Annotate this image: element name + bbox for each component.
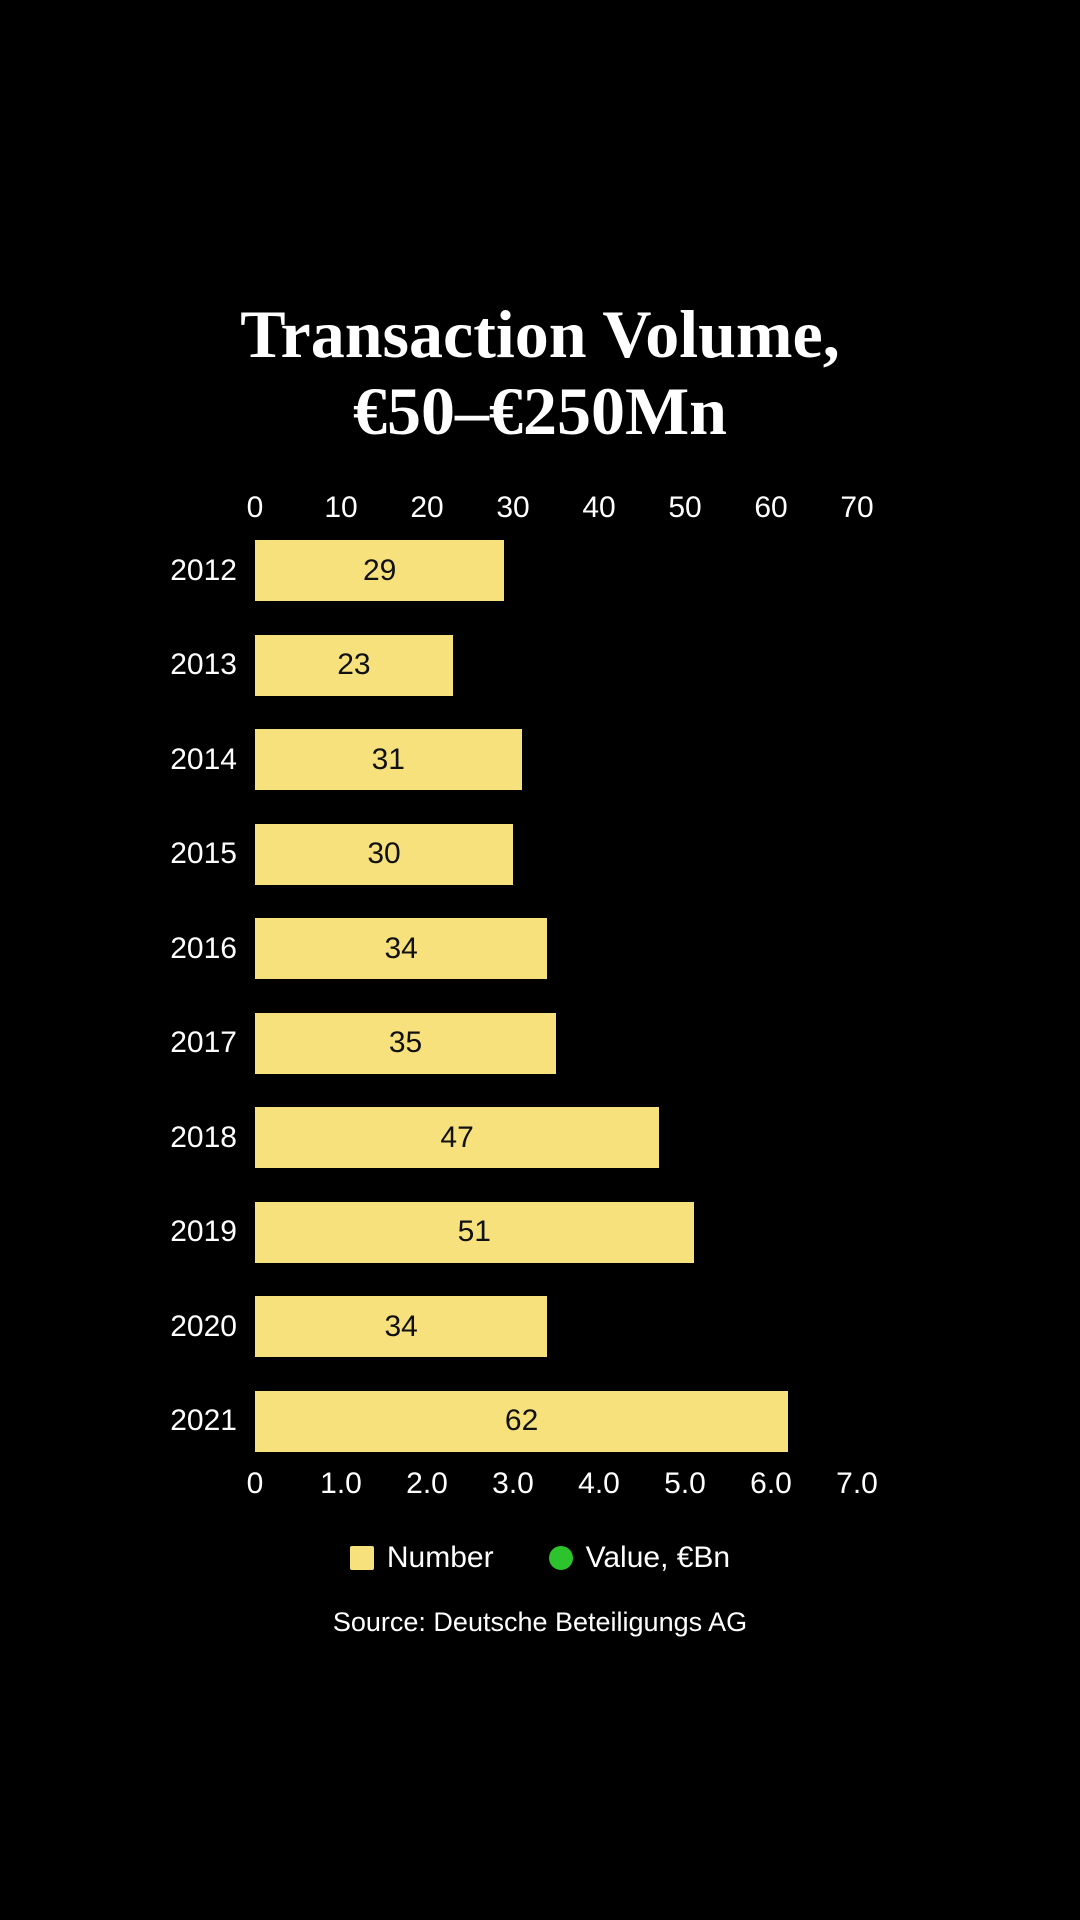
chart-title-line2: €50–€250Mn bbox=[353, 373, 727, 449]
bar-row: 2012 29 bbox=[0, 540, 1080, 601]
circle-icon bbox=[548, 1546, 573, 1570]
bar-value-label: 29 bbox=[363, 553, 397, 587]
bar-row: 2016 34 bbox=[0, 918, 1080, 979]
axis-tick-label: 5.0 bbox=[664, 1467, 706, 1500]
number-bar: 51 bbox=[255, 1201, 694, 1263]
legend-label: Value, €Bn bbox=[585, 1541, 731, 1574]
axis-tick-label: 60 bbox=[754, 491, 788, 524]
legend: Number Value, €Bn bbox=[0, 1540, 1080, 1576]
axis-tick-label: 50 bbox=[668, 491, 702, 524]
source-text: Source: Deutsche Beteiligungs AG bbox=[332, 1607, 748, 1637]
chart-title-line1: Transaction Volume, bbox=[240, 296, 840, 372]
axis-tick-label: 30 bbox=[496, 491, 530, 524]
number-bar: 47 bbox=[255, 1107, 660, 1168]
axis-tick-label: 3.0 bbox=[492, 1467, 534, 1500]
bar-value-label: 23 bbox=[337, 648, 371, 681]
number-bar: 30 bbox=[255, 823, 513, 885]
top-axis-number: 0 10 20 30 40 50 60 70 bbox=[247, 490, 874, 526]
bar-rows: 2012 29 2013 23 2014 31 2015 30 2016 34 2017 35 2018… bbox=[0, 540, 1080, 1485]
year-label: 2013 bbox=[170, 648, 237, 681]
axis-tick-label: 40 bbox=[582, 491, 616, 524]
axis-tick-label: 20 bbox=[410, 491, 444, 524]
chart-title: Transaction Volume, €50–€250Mn bbox=[0, 296, 1080, 450]
year-label: 2012 bbox=[170, 553, 237, 587]
axis-tick-label: 2.0 bbox=[406, 1467, 448, 1500]
year-label: 2018 bbox=[170, 1120, 237, 1154]
year-label: 2016 bbox=[170, 931, 237, 965]
bar-row: 2019 51 bbox=[0, 1201, 1080, 1263]
year-label: 2021 bbox=[170, 1404, 237, 1437]
year-label: 2019 bbox=[170, 1215, 237, 1248]
bar-value-label: 31 bbox=[371, 742, 405, 776]
bar-value-label: 62 bbox=[504, 1404, 539, 1437]
number-bar: 29 bbox=[255, 540, 505, 601]
bar-value-label: 35 bbox=[388, 1026, 423, 1059]
axis-tick-label: 7.0 bbox=[836, 1467, 878, 1500]
bar-row: 2015 30 bbox=[0, 823, 1080, 885]
bottom-axis-value: 0 1.0 2.0 3.0 4.0 5.0 6.0 7.0 bbox=[247, 1466, 878, 1502]
bar-value-label: 34 bbox=[384, 1309, 418, 1343]
bar-row: 2014 31 bbox=[0, 729, 1080, 790]
axis-tick-label: 0 bbox=[246, 1467, 264, 1500]
bar-value-label: 30 bbox=[367, 837, 401, 870]
year-label: 2014 bbox=[170, 742, 237, 776]
bar-row: 2013 23 bbox=[0, 634, 1080, 696]
legend-label: Number bbox=[386, 1541, 494, 1574]
legend-item: Value, €Bn bbox=[548, 1541, 731, 1575]
bar-value-label: 34 bbox=[384, 931, 418, 965]
axis-tick-label: 70 bbox=[840, 491, 874, 524]
number-bar: 31 bbox=[255, 729, 522, 790]
axis-tick-label: 10 bbox=[324, 491, 358, 524]
axis-tick-label: 1.0 bbox=[320, 1467, 362, 1500]
number-bar: 34 bbox=[255, 918, 548, 979]
number-bar: 62 bbox=[255, 1390, 789, 1452]
year-label: 2015 bbox=[170, 837, 237, 870]
number-bar: 35 bbox=[255, 1012, 556, 1074]
bar-value-label: 51 bbox=[457, 1215, 491, 1248]
axis-tick-label: 6.0 bbox=[750, 1467, 792, 1500]
bar-row: 2020 34 bbox=[0, 1296, 1080, 1357]
bar-value-label: 47 bbox=[440, 1120, 474, 1154]
year-label: 2020 bbox=[170, 1309, 237, 1343]
axis-tick-label: 4.0 bbox=[578, 1467, 620, 1500]
bar-row: 2017 35 bbox=[0, 1012, 1080, 1074]
year-label: 2017 bbox=[170, 1026, 237, 1059]
legend-item: Number bbox=[349, 1541, 494, 1575]
number-bar: 34 bbox=[255, 1296, 548, 1357]
bar-row: 2021 62 bbox=[0, 1390, 1080, 1452]
number-bar: 23 bbox=[255, 634, 453, 696]
axis-tick-label: 0 bbox=[246, 491, 264, 524]
square-icon bbox=[349, 1546, 374, 1570]
bar-row: 2018 47 bbox=[0, 1107, 1080, 1168]
